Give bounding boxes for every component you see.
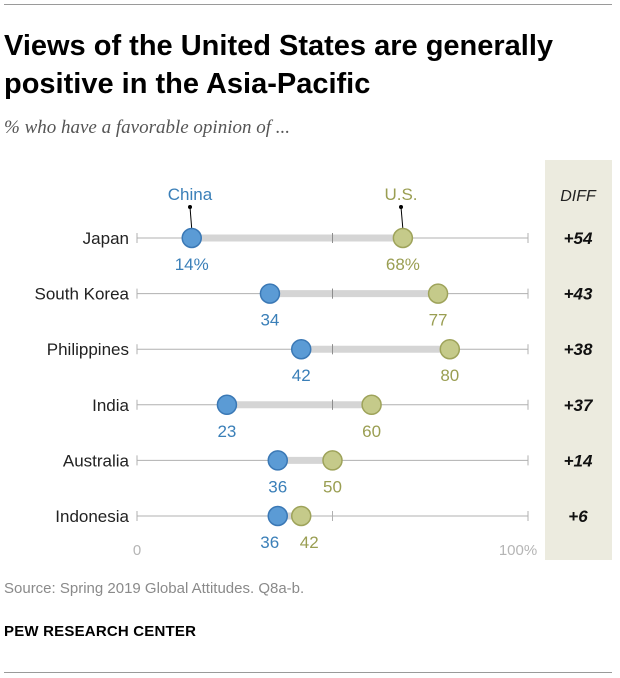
category-label: Philippines <box>47 340 129 359</box>
category-label: Japan <box>83 229 129 248</box>
chart-title: Views of the United States are generally… <box>4 30 554 100</box>
dot-us <box>427 283 449 304</box>
dot-us <box>439 338 461 360</box>
diff-value: +38 <box>564 340 593 359</box>
dot-us <box>392 227 414 249</box>
x-tick-label: 0 <box>133 542 141 559</box>
value-label-us: 60 <box>362 422 381 441</box>
dot-china <box>267 505 289 527</box>
diff-value: +43 <box>564 285 593 304</box>
dot-us <box>290 505 312 527</box>
legend-leader-china <box>189 206 193 230</box>
value-label-china: 14% <box>175 255 209 274</box>
legend-leader-dot-china <box>188 205 192 209</box>
legend-leader-us <box>400 206 404 230</box>
dot-china <box>259 283 281 304</box>
diff-value: +37 <box>564 396 594 415</box>
chart-subtitle: % who have a favorable opinion of ... <box>4 117 291 138</box>
category-label: India <box>92 396 129 415</box>
source-note: Source: Spring 2019 Global Attitudes. Q8… <box>4 580 305 597</box>
value-label-us: 68% <box>386 255 420 274</box>
legend-label-china: China <box>168 185 213 204</box>
value-label-china: 23 <box>217 422 236 441</box>
value-label-us: 77 <box>429 311 448 330</box>
category-label: Indonesia <box>55 507 129 526</box>
dot-plot-chart: DIFF China U.S. Japan 14% 68% +54 South Korea 34… <box>34 160 612 560</box>
dot-china <box>267 450 289 471</box>
dot-us <box>322 450 343 471</box>
value-label-us: 42 <box>300 533 319 552</box>
dot-china <box>216 394 238 416</box>
diff-value: +54 <box>564 229 593 248</box>
dot-us <box>361 394 382 416</box>
value-label-us: 80 <box>440 366 459 385</box>
diff-header: DIFF <box>560 188 597 205</box>
dot-china <box>290 338 312 360</box>
value-label-china: 34 <box>260 311 279 330</box>
value-label-us: 50 <box>323 477 342 496</box>
diff-value: +6 <box>568 507 588 526</box>
value-label-china: 36 <box>260 533 279 552</box>
diff-value: +14 <box>564 451 593 470</box>
category-label: Australia <box>63 451 130 470</box>
dot-china <box>181 227 202 249</box>
organization-name: PEW RESEARCH CENTER <box>4 623 197 640</box>
value-label-china: 42 <box>292 366 311 385</box>
legend-label-us: U.S. <box>384 185 417 204</box>
value-label-china: 36 <box>268 477 287 496</box>
x-tick-label: 100% <box>499 542 537 559</box>
category-label: South Korea <box>34 285 129 304</box>
diff-column-background <box>545 160 612 560</box>
top-rule <box>4 4 612 5</box>
legend-leader-dot-us <box>399 205 403 209</box>
bottom-rule <box>4 672 612 673</box>
